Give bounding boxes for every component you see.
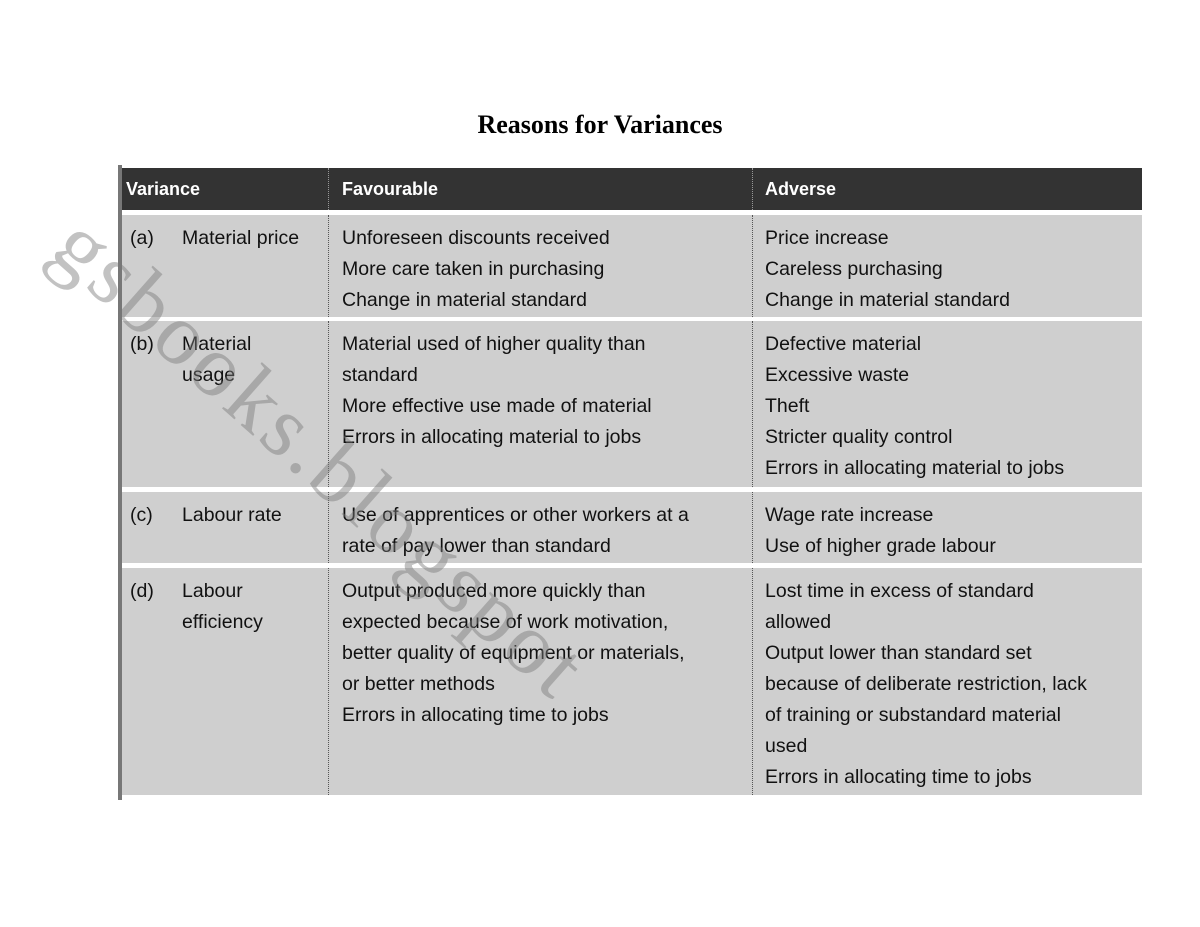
variance-cell: Material price: [182, 223, 299, 254]
cell-line: Change in material standard: [342, 289, 587, 311]
adverse-cell: Defective material Excessive waste Theft St…: [765, 329, 1064, 484]
cell-line: Wage rate increase: [765, 504, 934, 526]
table-row: (b) Material usage Material used of higher …: [122, 321, 1142, 487]
cell-line: Use of apprentices or other workers at a: [342, 504, 689, 526]
cell-line: Errors in allocating time to jobs: [342, 704, 609, 726]
cell-line: Theft: [765, 395, 810, 417]
variance-cell: Labour rate: [182, 500, 282, 531]
favourable-cell: Output produced more quickly than expecte…: [342, 576, 685, 731]
cell-line: Labour: [182, 580, 243, 602]
column-divider: [752, 215, 753, 317]
cell-line: More care taken in purchasing: [342, 258, 605, 280]
column-divider: [752, 492, 753, 563]
header-variance: Variance: [126, 179, 201, 199]
table-row: (a) Material price Unforeseen discounts re…: [122, 215, 1142, 317]
variance-cell: Labour efficiency: [182, 576, 263, 638]
header-adverse: Adverse: [765, 179, 837, 199]
row-label: (a): [130, 227, 154, 249]
cell-line: Labour rate: [182, 504, 282, 526]
cell-line: Lost time in excess of standard: [765, 580, 1034, 602]
cell-line: Material price: [182, 227, 300, 249]
cell-line: of training or substandard material: [765, 704, 1061, 726]
column-divider: [328, 215, 329, 317]
cell-line: because of deliberate restriction, lack: [765, 673, 1087, 695]
adverse-cell: Price increase Careless purchasing Change …: [765, 223, 1010, 316]
cell-line: usage: [182, 364, 236, 386]
cell-line: Use of higher grade labour: [765, 535, 996, 557]
page-title: Reasons for Variances: [477, 110, 723, 139]
column-divider: [328, 492, 329, 563]
cell-line: efficiency: [182, 611, 263, 633]
header-favourable: Favourable: [342, 179, 439, 199]
table-row: (c) Labour rate Use of apprentices or othe…: [122, 492, 1142, 563]
column-divider: [328, 321, 329, 487]
cell-line: Errors in allocating time to jobs: [765, 766, 1032, 788]
cell-line: or better methods: [342, 673, 495, 695]
cell-line: Material used of higher quality than: [342, 333, 646, 355]
cell-line: Change in material standard: [765, 289, 1010, 311]
column-divider: [328, 568, 329, 795]
cell-line: Errors in allocating material to jobs: [765, 457, 1065, 479]
cell-line: Material: [182, 333, 252, 355]
row-label: (c): [130, 504, 153, 526]
cell-line: expected because of work motivation,: [342, 611, 669, 633]
cell-line: Unforeseen discounts received: [342, 227, 610, 249]
row-label: (b): [130, 333, 154, 355]
cell-line: Stricter quality control: [765, 426, 953, 448]
cell-line: Errors in allocating material to jobs: [342, 426, 642, 448]
table-left-border: [118, 165, 122, 800]
variance-cell: Material usage: [182, 329, 251, 391]
cell-line: rate of pay lower than standard: [342, 535, 611, 557]
adverse-cell: Lost time in excess of standard allowed Ou…: [765, 576, 1087, 793]
cell-line: Careless purchasing: [765, 258, 943, 280]
cell-line: Excessive waste: [765, 364, 910, 386]
cell-line: More effective use made of material: [342, 395, 652, 417]
cell-line: Price increase: [765, 227, 889, 249]
cell-line: allowed: [765, 611, 832, 633]
favourable-cell: Unforeseen discounts received More care t…: [342, 223, 610, 316]
column-divider: [752, 321, 753, 487]
cell-line: better quality of equipment or materials…: [342, 642, 685, 664]
cell-line: used: [765, 735, 808, 757]
column-divider: [752, 568, 753, 795]
table-header: Variance Favourable Adverse: [122, 168, 1142, 210]
cell-line: standard: [342, 364, 418, 386]
cell-line: Output lower than standard set: [765, 642, 1032, 664]
adverse-cell: Wage rate increase Use of higher grade la…: [765, 500, 996, 562]
table-row: (d) Labour efficiency Output produced more …: [122, 568, 1142, 795]
cell-line: Defective material: [765, 333, 922, 355]
column-divider: [752, 168, 753, 210]
favourable-cell: Material used of higher quality than stan…: [342, 329, 652, 453]
row-label: (d): [130, 580, 154, 602]
favourable-cell: Use of apprentices or other workers at a…: [342, 500, 689, 562]
column-divider: [328, 168, 329, 210]
cell-line: Output produced more quickly than: [342, 580, 646, 602]
